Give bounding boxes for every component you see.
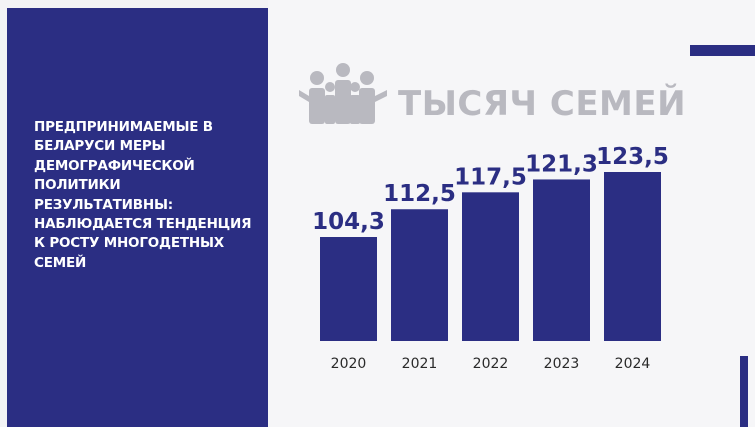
bar-2022	[462, 192, 519, 341]
value-label-2021: 112,5	[383, 181, 456, 207]
year-label-2023: 2023	[544, 356, 580, 372]
bar-2020	[320, 237, 377, 341]
decorative-stripe-top	[690, 45, 755, 56]
year-label-2020: 2020	[331, 356, 367, 372]
family-icon	[299, 63, 387, 124]
chart-title: ТЫСЯЧ СЕМЕЙ	[398, 84, 687, 124]
bar-2021	[391, 209, 448, 341]
year-label-2024: 2024	[615, 356, 651, 372]
value-label-2022: 117,5	[454, 164, 527, 190]
value-label-2024: 123,5	[596, 144, 669, 170]
bar-2024	[604, 172, 661, 341]
decorative-stripe-right	[740, 356, 748, 427]
value-label-2023: 121,3	[525, 151, 598, 177]
value-label-2020: 104,3	[312, 209, 385, 235]
year-label-2022: 2022	[473, 356, 509, 372]
bar-2023	[533, 179, 590, 341]
year-label-2021: 2021	[402, 356, 438, 372]
left-panel	[7, 8, 268, 427]
panel-description: ПРЕДПРИНИМАЕМЫЕ В БЕЛАРУСИ МЕРЫ ДЕМОГРАФ…	[34, 119, 252, 271]
